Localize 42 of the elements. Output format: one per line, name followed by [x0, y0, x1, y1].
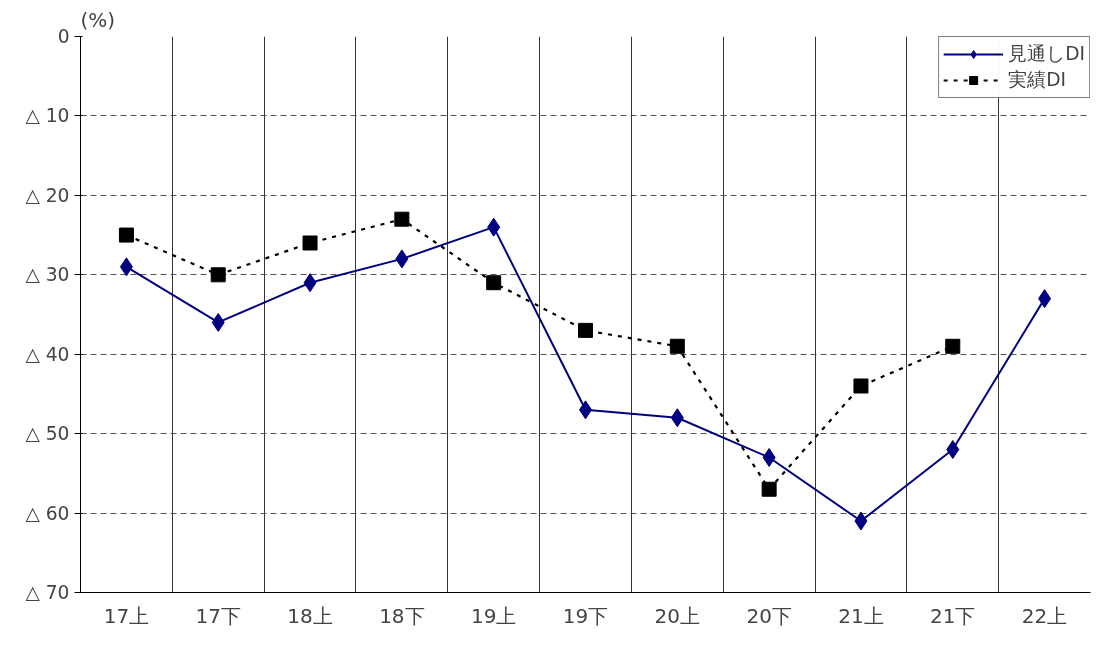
point — [669, 338, 685, 354]
x-tick-label: 18上 — [287, 603, 333, 628]
point — [394, 211, 410, 227]
legend-label: 見通しDI — [1008, 42, 1085, 66]
point — [946, 440, 960, 460]
y-tick-label: △ 60 — [25, 502, 70, 524]
point — [761, 481, 777, 497]
point — [486, 275, 502, 291]
y-tick-label: △ 70 — [25, 582, 70, 603]
x-tick-label: 17下 — [195, 603, 241, 628]
x-tick-label: 19下 — [562, 603, 609, 628]
point — [303, 273, 317, 293]
x-tick-label: 22上 — [1021, 603, 1068, 628]
point — [854, 511, 868, 531]
point — [395, 249, 409, 269]
x-tick-label: 17上 — [103, 603, 150, 628]
x-tick-label: 20下 — [746, 603, 792, 628]
x-tick-label: 21下 — [930, 603, 976, 628]
y-tick-label: △ 30 — [25, 264, 70, 286]
point — [945, 338, 961, 354]
point — [578, 322, 593, 338]
point — [670, 408, 684, 428]
y-tick-label: △ 20 — [25, 184, 70, 206]
x-tick-label: 19上 — [470, 603, 517, 628]
point — [1038, 289, 1052, 309]
point — [302, 235, 318, 251]
x-tick-label: 18下 — [379, 603, 425, 628]
y-tick-label: △ 40 — [25, 343, 70, 365]
point — [762, 447, 776, 467]
point — [853, 378, 869, 394]
point — [119, 257, 133, 277]
point — [211, 312, 225, 332]
y-tick-label: △ 50 — [25, 423, 70, 445]
y-tick-label: 0 — [57, 26, 70, 47]
x-tick-label: 20上 — [654, 603, 701, 628]
y-tick-label: △ 10 — [25, 105, 70, 127]
point — [487, 217, 501, 237]
point — [118, 227, 134, 243]
legend-label: 実績DI — [1008, 68, 1066, 92]
y-axis-title: (%) — [80, 7, 116, 32]
x-tick-label: 21上 — [838, 603, 884, 628]
point — [210, 267, 226, 283]
